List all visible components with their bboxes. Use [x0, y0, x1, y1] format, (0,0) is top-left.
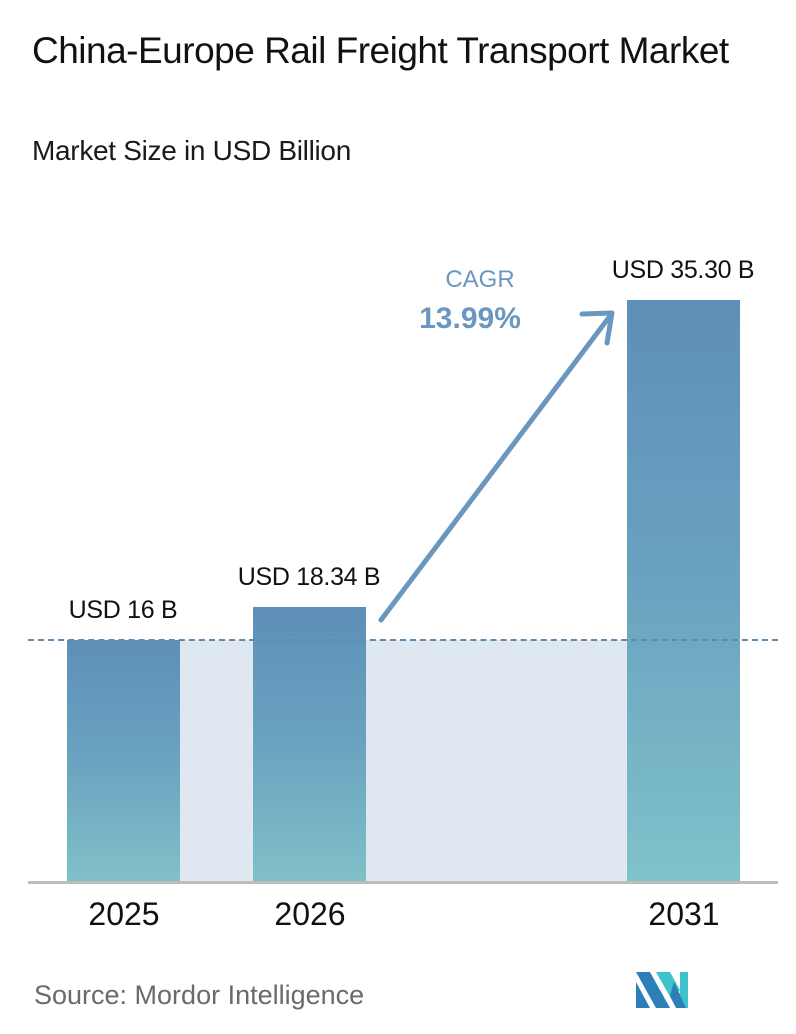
- chart-title: China-Europe Rail Freight Transport Mark…: [32, 30, 729, 71]
- value-label-2026: USD 18.34 B: [237, 563, 381, 591]
- cagr-value: 13.99%: [419, 302, 521, 335]
- bar-2025: [67, 640, 180, 881]
- x-label-2031: 2031: [648, 896, 720, 932]
- mordor-intelligence-logo-icon: [636, 972, 688, 1008]
- cagr-label: CAGR: [445, 266, 515, 293]
- source-text: Source: Mordor Intelligence: [34, 980, 365, 1010]
- x-label-2026: 2026: [274, 896, 346, 932]
- x-axis-baseline: [28, 881, 778, 884]
- reference-dashed-line: [28, 639, 778, 641]
- chart-subtitle: Market Size in USD Billion: [32, 135, 351, 166]
- value-label-2025: USD 16 B: [68, 596, 178, 624]
- x-label-2025: 2025: [88, 896, 160, 932]
- bar-2026: [253, 607, 366, 881]
- value-label-2031: USD 35.30 B: [611, 256, 755, 284]
- bar-2031: [627, 300, 740, 881]
